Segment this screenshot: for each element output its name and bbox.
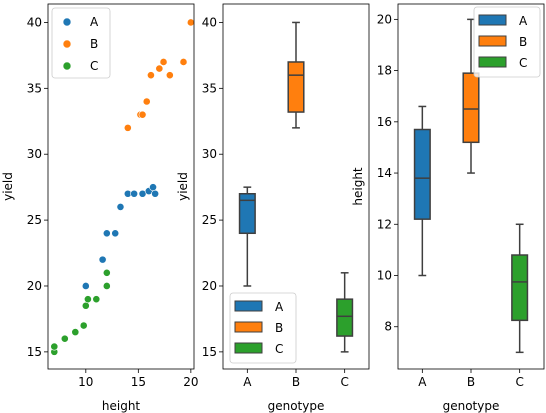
legend-swatch-C xyxy=(234,342,263,354)
legend-label: B xyxy=(519,35,527,49)
y-axis-label: height xyxy=(351,167,365,206)
y-tick-label: 14 xyxy=(377,166,392,180)
scatter-point-B xyxy=(179,58,188,66)
legend-label: A xyxy=(90,15,99,29)
x-tick-label: C xyxy=(340,375,348,389)
x-tick-label: 20 xyxy=(183,375,198,389)
box-B xyxy=(287,61,305,113)
box-C xyxy=(336,298,354,337)
x-axis-label: genotype xyxy=(443,399,500,413)
y-tick-label: 35 xyxy=(202,81,217,95)
x-axis-label: genotype xyxy=(268,399,325,413)
legend-swatch-C xyxy=(478,56,507,68)
y-tick-label: 35 xyxy=(27,81,42,95)
scatter-point-C xyxy=(79,321,88,330)
y-tick-label: 18 xyxy=(377,64,392,78)
scatter-point-C xyxy=(102,282,111,290)
scatter-point-C xyxy=(81,301,90,310)
legend-label: C xyxy=(90,59,98,73)
scatter-point-A xyxy=(151,189,160,198)
scatter-point-A xyxy=(102,229,111,238)
x-tick-label: 15 xyxy=(131,375,146,389)
y-tick-label: 15 xyxy=(202,345,217,359)
scatter-point-B xyxy=(165,71,174,80)
y-tick-label: 25 xyxy=(27,213,42,227)
legend-marker-C xyxy=(62,61,72,71)
y-tick-label: 40 xyxy=(202,15,217,29)
scatter-point-C xyxy=(60,334,69,343)
y-axis-label: yield xyxy=(176,172,190,201)
y-tick-label: 12 xyxy=(377,217,392,231)
box-A xyxy=(413,128,431,220)
scatter-point-B xyxy=(159,58,168,66)
legend-swatch-A xyxy=(478,14,507,26)
y-tick-label: 25 xyxy=(202,213,217,227)
legend-marker-B xyxy=(62,39,72,49)
x-tick-label: 10 xyxy=(78,375,93,389)
y-tick-label: 10 xyxy=(377,269,392,283)
scatter-point-A xyxy=(111,229,120,238)
legend-label: B xyxy=(90,37,98,51)
scatter-point-A xyxy=(130,189,139,198)
y-tick-label: 30 xyxy=(27,147,42,161)
scatter-point-B xyxy=(155,64,164,73)
box-A xyxy=(238,192,256,235)
y-tick-label: 15 xyxy=(27,345,42,359)
scatter-point-C xyxy=(92,295,101,304)
scatter-point-B xyxy=(138,110,147,119)
y-tick-label: 16 xyxy=(377,115,392,129)
legend-swatch-B xyxy=(234,321,263,333)
scatter-point-C xyxy=(71,328,80,337)
y-tick-label: 20 xyxy=(377,12,392,26)
scatter-point-B xyxy=(147,71,155,80)
legend-box xyxy=(51,7,111,79)
box-C xyxy=(511,254,529,322)
y-tick-label: 40 xyxy=(27,15,42,29)
scatter-point-B xyxy=(123,123,132,132)
box-B xyxy=(462,72,480,144)
legend-label: B xyxy=(275,321,283,335)
legend-label: C xyxy=(275,342,283,356)
x-tick-label: B xyxy=(467,375,475,389)
scatter-point-A xyxy=(81,282,90,290)
legend-label: A xyxy=(519,14,528,28)
scatter-point-A xyxy=(116,203,125,211)
x-axis-label: height xyxy=(102,399,141,413)
legend-label: A xyxy=(275,300,284,314)
y-tick-label: 20 xyxy=(202,279,217,293)
legend-marker-A xyxy=(62,17,72,27)
plot-frame xyxy=(47,3,195,370)
y-tick-label: 20 xyxy=(27,279,42,293)
scatter-point-A xyxy=(98,255,107,264)
y-tick-label: 30 xyxy=(202,147,217,161)
scatter-point-B xyxy=(186,18,195,27)
legend-swatch-A xyxy=(234,300,263,312)
legend-label: C xyxy=(519,56,527,70)
x-tick-label: B xyxy=(292,375,300,389)
y-tick-label: 8 xyxy=(384,320,392,334)
x-tick-label: A xyxy=(418,375,427,389)
legend-swatch-B xyxy=(478,35,507,47)
scatter-point-C xyxy=(50,342,59,351)
x-tick-label: A xyxy=(243,375,252,389)
scatter-point-C xyxy=(102,268,111,277)
scatter-point-B xyxy=(142,97,151,106)
plot-frame xyxy=(397,3,545,370)
plot-frame xyxy=(222,3,370,370)
scatter-point-C xyxy=(84,295,92,304)
x-tick-label: C xyxy=(515,375,523,389)
scatter-point-A xyxy=(149,183,157,192)
y-axis-label: yield xyxy=(1,172,15,201)
